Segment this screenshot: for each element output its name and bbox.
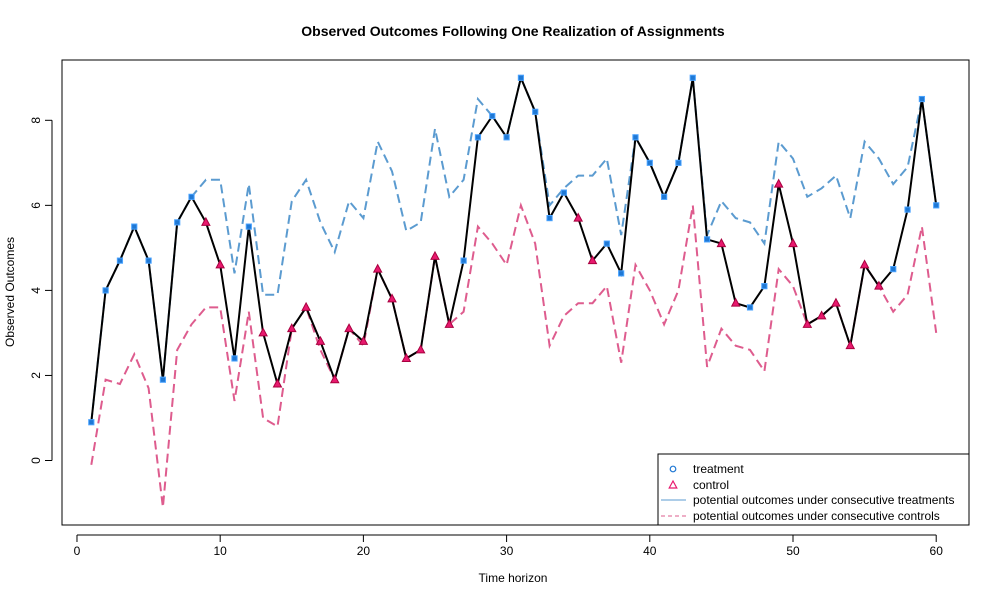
plot-area: [88, 74, 940, 508]
x-axis-label: Time horizon: [479, 571, 548, 585]
control-point: [859, 259, 870, 269]
treatment-point: [890, 266, 897, 273]
markers: [88, 74, 940, 426]
treatment-point: [517, 74, 525, 81]
x-tick-label: 0: [74, 544, 81, 558]
treatment-point: [102, 287, 109, 294]
x-tick-label: 10: [214, 544, 228, 558]
treatment-point: [546, 215, 553, 222]
control-point: [315, 335, 326, 345]
control-point: [301, 301, 311, 311]
treatment-point: [746, 304, 754, 311]
control-point: [816, 310, 827, 320]
y-tick-label: 2: [29, 372, 43, 379]
treatment-point: [646, 159, 653, 166]
control-point: [415, 344, 426, 354]
series-potential-treated: [90, 74, 938, 423]
legend-control-symbol: [668, 479, 678, 489]
control-point: [387, 293, 397, 303]
control-point: [874, 280, 884, 290]
legend-label: potential outcomes under consecutive tre…: [693, 493, 954, 507]
x-tick-label: 40: [643, 544, 657, 558]
legend-box: [657, 453, 970, 526]
control-point: [344, 323, 354, 333]
control-point: [716, 238, 727, 248]
treatment-point: [474, 134, 482, 141]
control-point: [730, 297, 741, 307]
control-point: [444, 318, 455, 328]
control-point: [215, 259, 226, 269]
treatment-point: [145, 257, 152, 264]
y-tick-label: 4: [29, 287, 43, 294]
treatment-point: [618, 270, 625, 277]
treatment-point: [231, 355, 238, 362]
control-point: [788, 238, 798, 248]
treatment-point: [904, 206, 911, 213]
control-point: [430, 250, 440, 260]
treatment-point: [661, 193, 668, 200]
treatment-point: [918, 95, 925, 103]
control-point: [258, 327, 268, 337]
y-tick-label: 8: [29, 117, 43, 124]
treatment-point: [245, 223, 252, 230]
series-observed: [90, 74, 938, 423]
treatment-point: [188, 193, 195, 200]
treatment-point: [560, 189, 567, 196]
potential-control-line: [90, 201, 938, 508]
legend-treatment-symbol: [669, 465, 677, 473]
treatment-point: [761, 283, 768, 290]
control-point: [286, 323, 297, 333]
treatment-point: [603, 240, 610, 247]
x-tick-label: 60: [930, 544, 944, 558]
treatment-point: [503, 134, 510, 141]
y-tick-label: 0: [29, 457, 43, 464]
control-point: [802, 318, 813, 328]
axes: 0 10 20 30 40 50 60 0 2 4 6 8: [29, 117, 943, 558]
control-point: [372, 263, 383, 273]
x-tick-label: 50: [786, 544, 800, 558]
control-point: [329, 374, 340, 384]
plot-frame: [61, 59, 970, 526]
treatment-point: [632, 134, 639, 141]
control-point: [773, 178, 784, 188]
control-point: [401, 352, 412, 362]
treatment-point: [159, 376, 167, 383]
y-tick-label: 6: [29, 202, 43, 209]
treatment-point: [532, 108, 539, 115]
treatment-point: [703, 236, 711, 243]
treatment-point: [460, 257, 467, 264]
treatment-point: [131, 223, 138, 230]
treatment-point: [675, 159, 682, 166]
legend-label: treatment: [693, 462, 744, 476]
x-tick-label: 20: [357, 544, 371, 558]
treatment-point: [174, 219, 181, 226]
control-point: [358, 335, 369, 345]
chart-title: Observed Outcomes Following One Realizat…: [301, 23, 725, 39]
control-point: [201, 216, 211, 226]
control-point: [845, 340, 856, 350]
treatment-point: [689, 74, 696, 81]
potential-treated-line: [90, 74, 938, 423]
legend-label: control: [693, 478, 729, 492]
treatment-point: [88, 419, 95, 426]
legend-label: potential outcomes under consecutive con…: [693, 509, 940, 523]
treatment-point: [933, 202, 940, 209]
y-axis-label: Observed Outcomes: [3, 237, 17, 347]
control-point: [272, 378, 283, 388]
treatment-point: [489, 112, 496, 120]
control-point: [587, 255, 598, 265]
control-point: [573, 212, 584, 222]
x-tick-label: 30: [500, 544, 514, 558]
treatment-point: [116, 257, 124, 264]
control-point: [831, 297, 841, 307]
series-potential-control: [90, 201, 938, 508]
observed-line: [90, 74, 938, 423]
